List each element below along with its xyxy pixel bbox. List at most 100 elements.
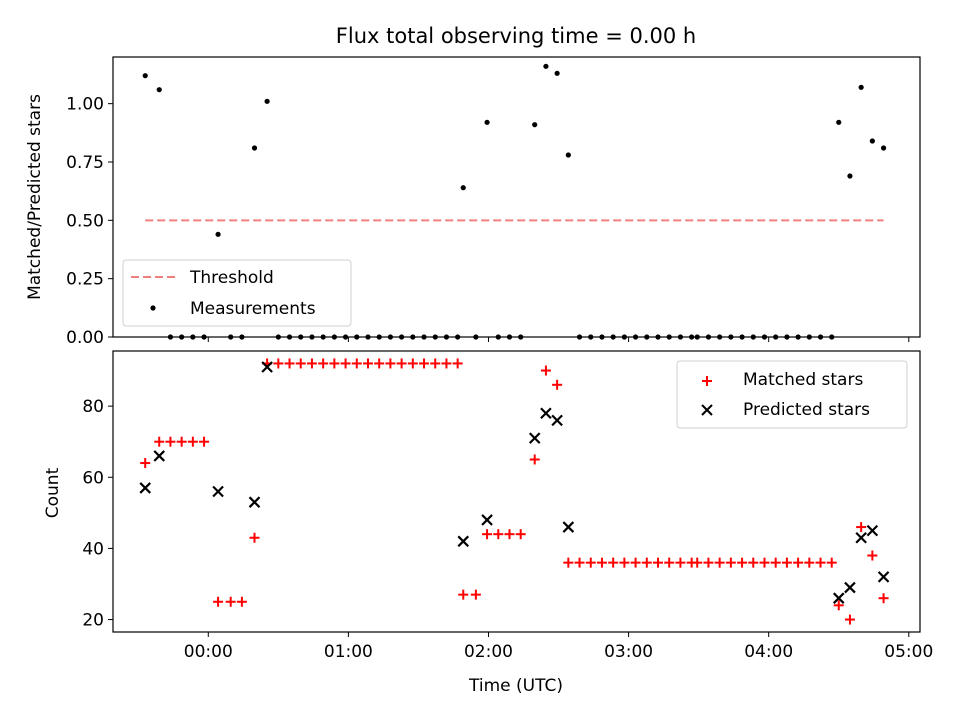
threshold-legend-label: Threshold bbox=[189, 268, 274, 288]
matched-star-point bbox=[318, 358, 329, 369]
measurement-point bbox=[443, 334, 450, 340]
predicted-star-stroke-b bbox=[844, 581, 856, 594]
predicted-star-point bbox=[139, 482, 152, 494]
matched-star-point bbox=[815, 557, 826, 568]
measurement-point bbox=[286, 334, 293, 340]
matched-star-point bbox=[407, 358, 418, 369]
matched-star-point bbox=[374, 358, 385, 369]
matched-star-point bbox=[441, 358, 452, 369]
measurement-point bbox=[228, 334, 234, 340]
matched-star-point bbox=[458, 589, 469, 600]
measurement-point bbox=[847, 173, 853, 179]
matched-star-point bbox=[653, 557, 664, 568]
measurement-point bbox=[773, 334, 779, 340]
predicted-star-point bbox=[261, 361, 273, 373]
matched-star-point bbox=[199, 436, 210, 447]
x-tick-label: 01:00 bbox=[324, 642, 373, 662]
matched-star-point bbox=[493, 529, 504, 540]
bottom-y-tick-label: 60 bbox=[82, 468, 104, 488]
matched-star-point bbox=[844, 614, 855, 625]
top-y-tick-label: 0.25 bbox=[66, 270, 104, 290]
measurement-point bbox=[432, 334, 438, 340]
matched-star-point bbox=[675, 557, 686, 568]
matched-star-point bbox=[826, 557, 837, 568]
predicted-legend-swatch bbox=[701, 404, 713, 416]
x-tick-label: 05:00 bbox=[884, 642, 933, 662]
matched-star-point bbox=[540, 365, 551, 376]
matched-star-point bbox=[714, 557, 725, 568]
matched-star-point bbox=[236, 596, 247, 607]
top-plot-panel: 0.00 0.25 0.50 0.75 1.00 bbox=[66, 56, 921, 348]
measurement-point bbox=[298, 334, 304, 340]
matched-star-point bbox=[295, 358, 306, 369]
measurement-point bbox=[717, 334, 723, 340]
measurement-point bbox=[644, 334, 650, 340]
matched-star-point bbox=[856, 522, 867, 533]
bottom-legend-frame bbox=[676, 360, 908, 429]
x-tick-label: 02:00 bbox=[464, 642, 513, 662]
matched-star-point bbox=[273, 358, 284, 369]
matched-star-point bbox=[482, 529, 493, 540]
measurement-point bbox=[309, 334, 315, 340]
measurement-point bbox=[728, 334, 734, 340]
matched-star-point bbox=[833, 600, 844, 611]
measurement-point bbox=[554, 70, 560, 76]
matched-star-point bbox=[703, 557, 714, 568]
measurement-point bbox=[264, 98, 270, 104]
predicted-star-stroke-b bbox=[540, 407, 552, 420]
measurement-point bbox=[473, 334, 479, 340]
measurement-point bbox=[588, 334, 594, 340]
chart-title: Flux total observing time = 0.00 h bbox=[336, 24, 696, 48]
measurements-legend-label: Measurements bbox=[190, 299, 316, 319]
predicted-star-stroke-b bbox=[153, 450, 166, 462]
matched-star-point bbox=[329, 358, 340, 369]
matched-star-point bbox=[793, 557, 804, 568]
measurement-point bbox=[460, 185, 466, 191]
measurement-point bbox=[387, 334, 394, 340]
bottom-y-tick-label: 80 bbox=[82, 397, 104, 417]
matched-star-point bbox=[385, 358, 396, 369]
measurement-point bbox=[506, 334, 513, 340]
matched-star-point bbox=[452, 358, 463, 369]
top-y-tick-label: 0.50 bbox=[66, 211, 104, 231]
matched-star-point bbox=[804, 557, 815, 568]
measurement-point bbox=[880, 145, 887, 151]
matched-star-point bbox=[284, 358, 295, 369]
measurement-point bbox=[806, 334, 812, 340]
matched-legend-swatch bbox=[702, 376, 712, 386]
measurement-point bbox=[275, 334, 281, 340]
top-y-tick-label: 0.75 bbox=[66, 153, 104, 173]
predicted-star-stroke-b bbox=[212, 485, 224, 498]
measurement-point bbox=[156, 87, 162, 93]
matched-star-point bbox=[529, 454, 540, 465]
predicted-star-point bbox=[866, 524, 879, 537]
matched-star-point bbox=[430, 358, 441, 369]
predicted-star-stroke-b bbox=[551, 414, 563, 427]
measurement-point bbox=[201, 334, 207, 340]
matched-star-point bbox=[770, 557, 781, 568]
measurements-legend-swatch bbox=[150, 305, 156, 311]
measurement-point bbox=[421, 334, 427, 340]
predicted-star-stroke-b bbox=[877, 571, 890, 583]
predicted-star-stroke-b bbox=[866, 524, 879, 537]
predicted-star-point bbox=[481, 514, 493, 526]
measurement-point bbox=[455, 334, 461, 340]
measurement-point bbox=[750, 334, 756, 340]
bottom-y-axis-label: Count bbox=[43, 467, 63, 518]
predicted-star-stroke-b bbox=[261, 361, 273, 373]
predicted-star-stroke-b bbox=[855, 531, 867, 544]
measurement-point bbox=[565, 152, 571, 158]
matched-star-point bbox=[362, 358, 373, 369]
matched-star-point bbox=[641, 557, 652, 568]
predicted-star-point bbox=[153, 450, 166, 462]
predicted-star-point bbox=[844, 581, 856, 594]
top-y-tick-label: 0.00 bbox=[66, 328, 104, 348]
predicted-star-point bbox=[562, 521, 575, 533]
measurement-point bbox=[532, 122, 538, 128]
measurement-point bbox=[342, 334, 349, 340]
measurement-point bbox=[251, 145, 258, 151]
predicted-star-stroke-b bbox=[562, 521, 575, 533]
bottom-y-tick-label: 40 bbox=[82, 539, 104, 559]
matched-star-point bbox=[351, 358, 362, 369]
measurement-point bbox=[518, 334, 524, 340]
